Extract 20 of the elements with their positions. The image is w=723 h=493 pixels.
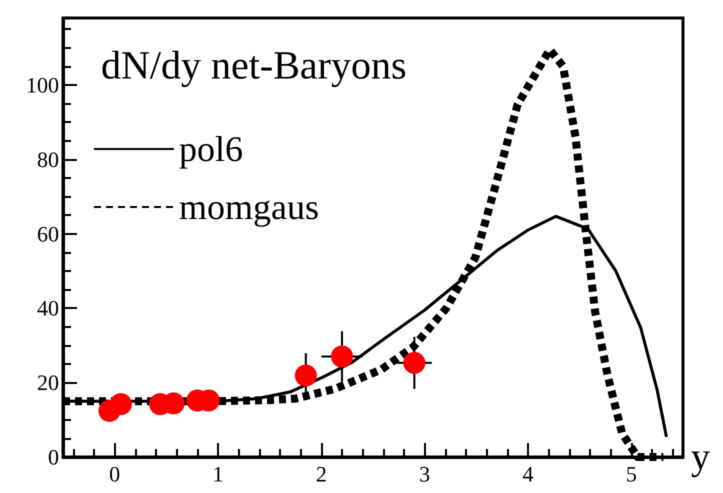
x-tick-label: 3 [419, 462, 430, 486]
y-tick-label: 40 [37, 296, 59, 321]
x-tick-label: 5 [626, 462, 637, 486]
x-tick-label: 4 [522, 462, 534, 486]
point [110, 393, 132, 416]
y-tick-label: 0 [48, 444, 59, 470]
point [294, 364, 317, 387]
x-tick-label: 1 [212, 462, 224, 486]
x-tick-label: 0 [109, 462, 120, 486]
y-tick-label: 100 [26, 72, 59, 98]
text: dN/dy net-Baryons [101, 42, 407, 88]
x-axis-title: y [691, 436, 710, 478]
point [331, 346, 353, 368]
x-tick-label: 2 [316, 462, 327, 486]
y-tick-label: 60 [37, 221, 59, 246]
legend-label: momgaus [179, 187, 319, 227]
y-tick-label: 80 [37, 146, 59, 172]
point [403, 352, 426, 374]
legend-label: pol6 [179, 129, 244, 169]
y-tick-label: 20 [37, 370, 59, 396]
